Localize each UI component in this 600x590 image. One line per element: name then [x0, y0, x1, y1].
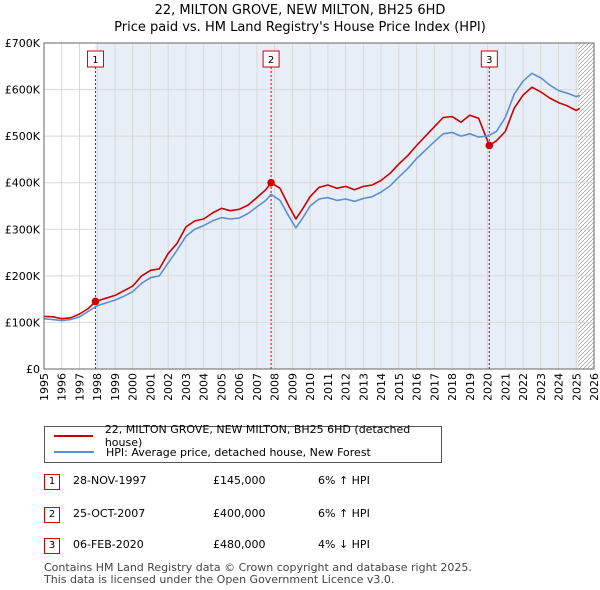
x-tick-label: 2001: [144, 373, 157, 400]
sale-date: 25-OCT-2007: [73, 507, 146, 520]
x-tick-label: 2021: [499, 373, 512, 400]
x-tick-label: 2012: [340, 373, 353, 400]
plot-frame: [43, 42, 595, 370]
sale-date: 06-FEB-2020: [73, 538, 144, 551]
x-tick-label: 2015: [393, 373, 406, 400]
sale-date: 28-NOV-1997: [73, 474, 147, 487]
x-tick-label: 2019: [464, 373, 477, 400]
x-tick-label: 2018: [446, 373, 459, 400]
series-line-property: [43, 86, 581, 320]
sale-number-badge: 1: [44, 474, 60, 490]
sale-point: [267, 178, 275, 187]
forecast-hatch: [578, 43, 594, 369]
x-tick-label: 2004: [198, 373, 211, 400]
legend-item-property: 22, MILTON GROVE, NEW MILTON, BH25 6HD (…: [45, 423, 441, 449]
x-tick-label: 2008: [269, 373, 282, 400]
x-tick-label: 2007: [251, 373, 264, 400]
sale-hpi-change: 6% ↑ HPI: [318, 507, 370, 520]
sale-marker-box: [262, 50, 280, 68]
x-tick-label: 2009: [286, 373, 299, 400]
y-tick-label: £600K: [5, 84, 41, 97]
x-tick-label: 2011: [322, 373, 335, 400]
legend-swatch-hpi: [54, 451, 94, 453]
x-tick-label: 2022: [517, 373, 530, 400]
x-tick-label: 2023: [535, 373, 548, 400]
y-tick-label: £700K: [5, 37, 41, 50]
x-tick-label: 2014: [375, 373, 388, 400]
chart-title: 22, MILTON GROVE, NEW MILTON, BH25 6HD: [154, 3, 446, 18]
sale-point: [91, 297, 100, 306]
y-tick-label: £500K: [5, 130, 41, 143]
x-tick-label: 1997: [73, 373, 86, 400]
legend-label-hpi: HPI: Average price, detached house, New …: [106, 445, 371, 459]
y-tick-label: £100K: [5, 316, 41, 329]
sale-price: £145,000: [213, 474, 266, 487]
sale-price: £400,000: [213, 507, 266, 520]
price-chart: 1 2 3 £0 £100K £200K £300K £400K £500K £600K £700…: [5, 37, 600, 400]
sale-number-badge: 3: [44, 538, 60, 554]
sale-number-badge: 2: [44, 507, 60, 523]
legend-swatch-property: [54, 435, 93, 437]
legend: 22, MILTON GROVE, NEW MILTON, BH25 6HD (…: [44, 423, 442, 463]
x-tick-label: 2000: [127, 373, 140, 400]
x-tick-label: 2002: [162, 373, 175, 400]
footer-license: This data is licensed under the Open Gov…: [44, 573, 395, 586]
x-tick-label: 1998: [91, 373, 104, 400]
x-tick-label: 2025: [570, 373, 583, 400]
x-tick-label: 2026: [588, 373, 600, 400]
footer-copyright: Contains HM Land Registry data © Crown c…: [44, 561, 472, 574]
table-row: 3 06-FEB-2020 £480,000 4% ↓ HPI: [0, 538, 600, 556]
y-tick-label: £0: [26, 363, 40, 376]
series-line-hpi: [43, 72, 581, 322]
x-tick-label: 2024: [553, 373, 566, 400]
sale-hpi-change: 6% ↑ HPI: [318, 474, 370, 487]
sale-hpi-change: 4% ↓ HPI: [318, 538, 370, 551]
x-tick-label: 2017: [428, 373, 441, 400]
legend-label-property: 22, MILTON GROVE, NEW MILTON, BH25 6HD (…: [104, 423, 411, 449]
ownership-shade: [95, 43, 579, 369]
sale-marker-box: [86, 50, 104, 68]
sale-marker-label: 1: [92, 55, 98, 66]
x-tick-label: 1995: [38, 373, 51, 400]
legend-item-hpi: HPI: Average price, detached house, New …: [45, 444, 371, 460]
x-tick-label: 2013: [357, 373, 370, 400]
table-row: 2 25-OCT-2007 £400,000 6% ↑ HPI: [0, 507, 600, 525]
chart-subtitle: Price paid vs. HM Land Registry's House …: [114, 20, 486, 35]
x-tick-label: 1996: [56, 373, 69, 400]
sale-marker-box: [480, 50, 498, 68]
x-tick-label: 2010: [304, 373, 317, 400]
sale-point: [485, 141, 494, 150]
x-tick-label: 2005: [215, 373, 228, 400]
table-row: 1 28-NOV-1997 £145,000 6% ↑ HPI: [0, 474, 600, 492]
y-tick-label: £200K: [5, 270, 41, 283]
sale-marker-label: 3: [486, 55, 492, 66]
x-tick-label: 1999: [109, 373, 122, 400]
x-tick-label: 2016: [411, 373, 424, 400]
sale-price: £480,000: [213, 538, 266, 551]
x-tick-label: 2003: [180, 373, 193, 400]
sale-marker-label: 2: [268, 55, 274, 66]
y-tick-label: £400K: [5, 177, 41, 190]
x-tick-label: 2020: [482, 373, 495, 400]
x-tick-label: 2006: [233, 373, 246, 400]
y-tick-label: £300K: [5, 223, 41, 236]
